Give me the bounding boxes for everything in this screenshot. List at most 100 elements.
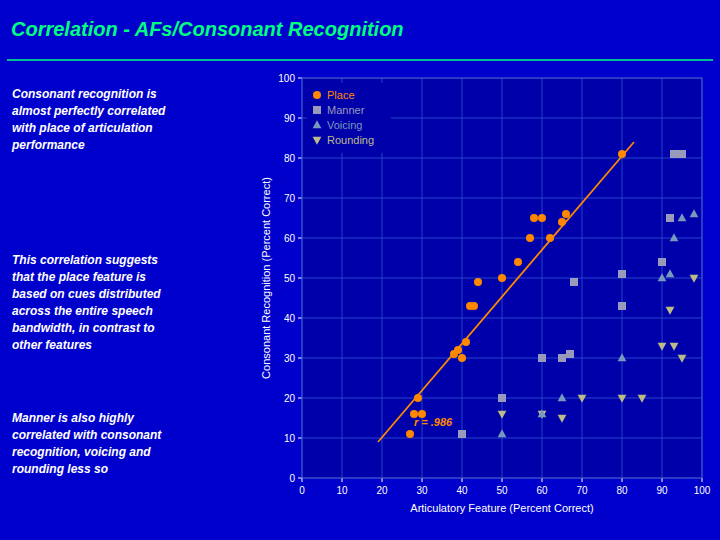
paragraph-line: bandwidth, in contrast to (12, 321, 155, 335)
paragraph-line: that the place feature is (12, 270, 146, 284)
x-tick-label: 70 (576, 485, 588, 496)
legend-label: Manner (327, 104, 365, 116)
y-tick-label: 70 (284, 193, 296, 204)
y-tick (298, 318, 302, 319)
point (666, 214, 674, 222)
x-axis-label: Articulatory Feature (Percent Correct) (410, 502, 593, 514)
title-rule (7, 59, 713, 61)
y-tick-label: 80 (284, 153, 296, 164)
paragraph-line: recognition, voicing and (12, 445, 151, 459)
x-tick (382, 478, 383, 482)
point (558, 354, 566, 362)
y-tick (298, 358, 302, 359)
point (558, 415, 567, 423)
point (670, 150, 678, 158)
grid (302, 78, 702, 478)
paragraph-line: other features (12, 338, 92, 352)
x-tick-label: 0 (299, 485, 305, 496)
x-tick-label: 100 (694, 485, 711, 496)
y-tick (298, 478, 302, 479)
point (658, 258, 666, 266)
paragraph-line: with place of articulation (12, 121, 153, 135)
y-tick-label: 60 (284, 233, 296, 244)
title: Correlation - AFs/Consonant Recognition (11, 18, 404, 40)
y-tick (298, 438, 302, 439)
y-tick (298, 78, 302, 79)
data (378, 142, 698, 442)
chart: Correlation - AFs/Consonant Recognition C… (0, 0, 720, 540)
point (498, 274, 506, 282)
point (538, 409, 547, 417)
x-tick-label: 30 (416, 485, 428, 496)
point (538, 214, 546, 222)
y-tick-label: 50 (284, 273, 296, 284)
x-tick (582, 478, 583, 482)
x-tick-label: 60 (536, 485, 548, 496)
x-tick (662, 478, 663, 482)
x-tick-label: 80 (616, 485, 628, 496)
point (638, 395, 647, 403)
regression-line (378, 142, 634, 442)
axes: 0102030405060708090100010203040506070809… (260, 73, 711, 515)
point (666, 307, 675, 315)
point (618, 353, 627, 361)
x-tick (342, 478, 343, 482)
point (618, 302, 626, 310)
point (458, 354, 466, 362)
point (514, 258, 522, 266)
legend-box (307, 83, 391, 153)
annotation: r = .986 (414, 416, 453, 428)
paragraph-line: almost perfectly correlated (12, 104, 166, 118)
x-tick-label: 50 (496, 485, 508, 496)
paragraph-line: across the entire speech (12, 304, 153, 318)
x-tick (422, 478, 423, 482)
paragraph-line: performance (11, 138, 85, 152)
point (678, 355, 687, 363)
point (570, 278, 578, 286)
point (562, 210, 570, 218)
point (474, 278, 482, 286)
background (0, 0, 720, 540)
plot-area (302, 78, 702, 478)
point (658, 343, 667, 351)
point (566, 350, 574, 358)
grid-line-y (302, 198, 702, 199)
point (690, 209, 699, 217)
x-tick (502, 478, 503, 482)
point (678, 150, 686, 158)
paragraph-line: This correlation suggests (12, 253, 158, 267)
point (526, 234, 534, 242)
point (670, 233, 679, 241)
legend-symbol (313, 120, 322, 128)
y-tick-label: 30 (284, 353, 296, 364)
grid-line-y (302, 238, 702, 239)
paragraph: Consonant recognition isalmost perfectly… (11, 87, 166, 152)
x-tick (622, 478, 623, 482)
point (558, 218, 566, 226)
point (658, 273, 667, 281)
point (454, 346, 462, 354)
x-tick-label: 20 (376, 485, 388, 496)
legend: PlaceMannerVoicingRounding (307, 83, 391, 153)
y-tick (298, 238, 302, 239)
point (558, 393, 567, 401)
point (566, 349, 575, 357)
point (690, 275, 699, 283)
point (498, 429, 507, 437)
y-tick (298, 398, 302, 399)
legend-label: Place (327, 89, 355, 101)
x-tick (462, 478, 463, 482)
y-tick-label: 90 (284, 113, 296, 124)
y-tick (298, 158, 302, 159)
legend-label: Rounding (327, 134, 374, 146)
y-tick-label: 40 (284, 313, 296, 324)
legend-symbol (313, 137, 322, 145)
point (618, 270, 626, 278)
point (670, 343, 679, 351)
y-tick (298, 278, 302, 279)
grid-line-y (302, 358, 702, 359)
x-tick-label: 10 (336, 485, 348, 496)
y-tick-label: 20 (284, 393, 296, 404)
y-tick (298, 198, 302, 199)
paragraph-line: rounding less so (12, 462, 108, 476)
